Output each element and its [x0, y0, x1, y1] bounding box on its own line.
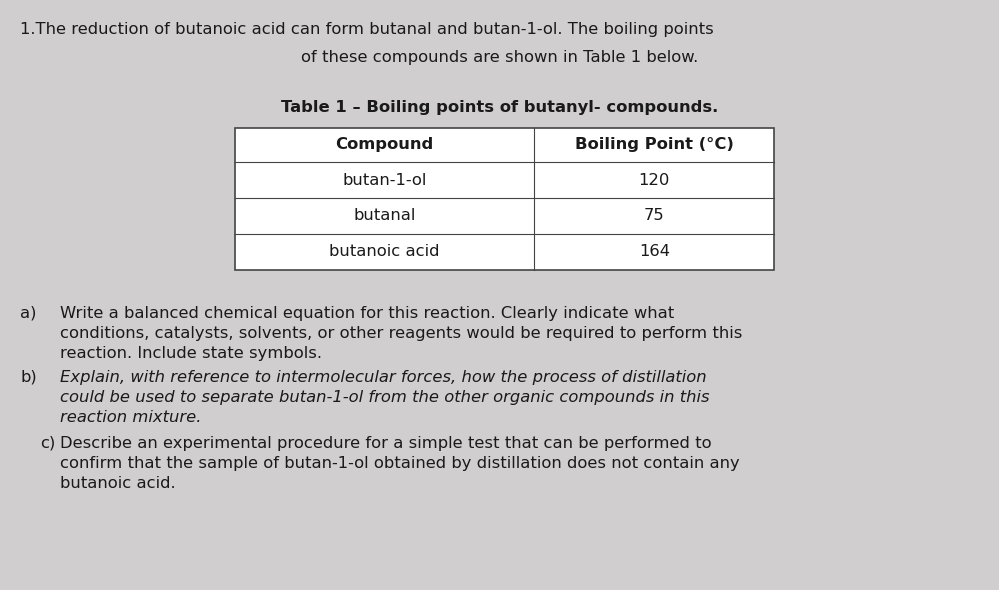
Text: of these compounds are shown in Table 1 below.: of these compounds are shown in Table 1 … [302, 50, 698, 65]
Text: butanoic acid: butanoic acid [330, 244, 440, 260]
Text: butan-1-ol: butan-1-ol [343, 172, 427, 188]
Text: could be used to separate butan-1-ol from the other organic compounds in this: could be used to separate butan-1-ol fro… [60, 390, 709, 405]
Text: Describe an experimental procedure for a simple test that can be performed to: Describe an experimental procedure for a… [60, 436, 711, 451]
FancyBboxPatch shape [235, 128, 774, 270]
Text: 75: 75 [644, 208, 664, 224]
Text: Compound: Compound [336, 137, 434, 152]
Text: butanal: butanal [354, 208, 416, 224]
Text: Write a balanced chemical equation for this reaction. Clearly indicate what: Write a balanced chemical equation for t… [60, 306, 674, 321]
Text: butanoic acid.: butanoic acid. [60, 476, 176, 491]
Text: 164: 164 [638, 244, 670, 260]
Text: conditions, catalysts, solvents, or other reagents would be required to perform : conditions, catalysts, solvents, or othe… [60, 326, 742, 341]
Text: a): a) [20, 306, 37, 321]
Text: c): c) [40, 436, 55, 451]
Text: Explain, with reference to intermolecular forces, how the process of distillatio: Explain, with reference to intermolecula… [60, 370, 706, 385]
Text: 120: 120 [638, 172, 670, 188]
Text: 1.The reduction of butanoic acid can form butanal and butan-1-ol. The boiling po: 1.The reduction of butanoic acid can for… [20, 22, 713, 37]
Text: reaction mixture.: reaction mixture. [60, 410, 202, 425]
Text: reaction. Include state symbols.: reaction. Include state symbols. [60, 346, 322, 361]
Text: b): b) [20, 370, 37, 385]
Text: Table 1 – Boiling points of butanyl- compounds.: Table 1 – Boiling points of butanyl- com… [282, 100, 718, 115]
Text: Boiling Point (°C): Boiling Point (°C) [574, 137, 734, 152]
Text: confirm that the sample of butan-1-ol obtained by distillation does not contain : confirm that the sample of butan-1-ol ob… [60, 456, 739, 471]
